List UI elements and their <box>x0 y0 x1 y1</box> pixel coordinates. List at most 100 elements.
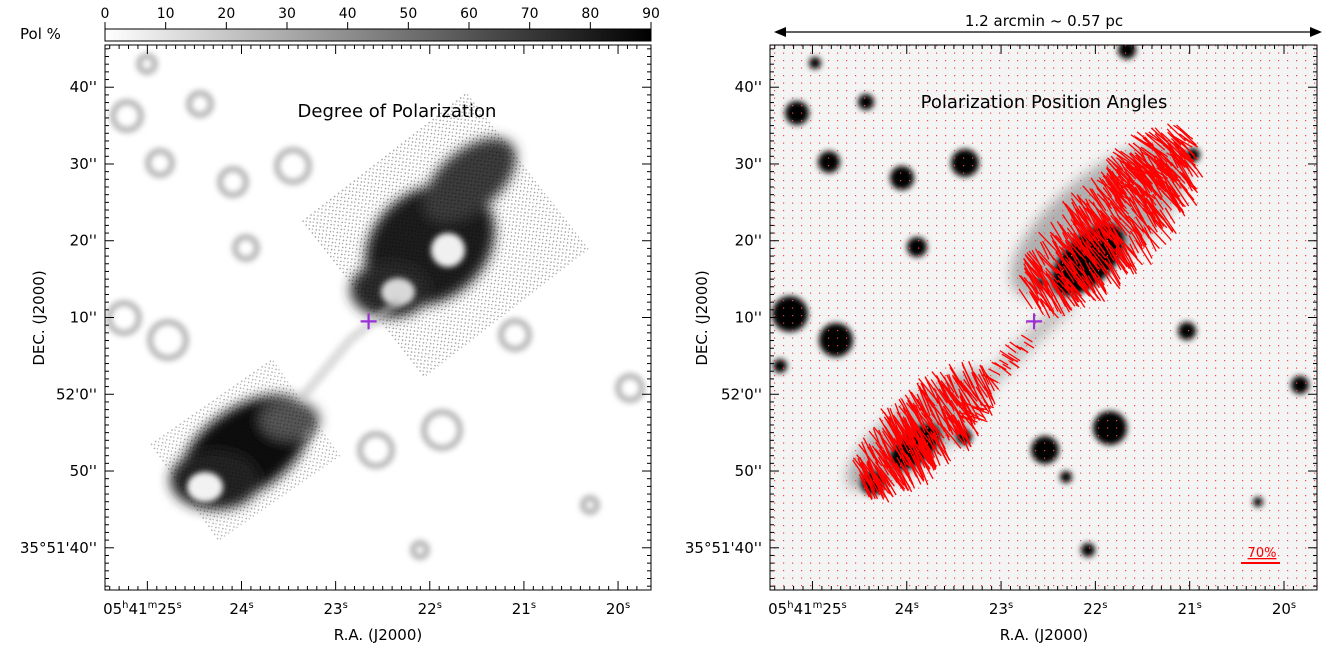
pol-vector <box>1105 159 1122 176</box>
pol-vector <box>981 373 992 381</box>
pol-vector <box>988 368 1001 376</box>
pol-vector <box>871 445 889 469</box>
pol-vector <box>1102 198 1120 226</box>
pol-vector <box>927 434 941 466</box>
pol-vector <box>1107 223 1120 247</box>
pol-vector <box>1018 288 1034 310</box>
pol-vector <box>953 417 972 448</box>
pol-vector <box>940 380 962 407</box>
left-x-axis-label: R.A. (J2000) <box>334 626 423 644</box>
pol-vector <box>1080 246 1099 270</box>
pol-vector <box>1109 188 1123 205</box>
colorbar-tick-label: 60 <box>460 6 478 22</box>
pol-vector <box>895 420 913 449</box>
pol-vector <box>1076 227 1093 247</box>
pol-vector <box>1112 162 1134 185</box>
pol-vector <box>868 430 884 450</box>
pol-vector <box>1064 203 1087 227</box>
x-tick-label: 23s <box>323 600 347 618</box>
pol-vector <box>928 432 943 450</box>
pol-vector <box>866 461 884 491</box>
pol-vector <box>1110 155 1124 171</box>
pol-vector <box>1070 192 1091 215</box>
pol-vector <box>1057 279 1079 303</box>
pol-vector <box>972 407 985 411</box>
pol-vector <box>1146 133 1166 151</box>
pol-vector <box>890 471 906 490</box>
pol-vector <box>901 457 916 489</box>
left-x-tick-labels: 05h41m25s 24s 23s 22s 21s 20s <box>103 600 630 618</box>
pol-vector <box>898 469 911 489</box>
pol-vector <box>1146 164 1163 182</box>
pol-vector <box>916 382 930 412</box>
polarization-vectors <box>852 123 1204 503</box>
colorbar-tick-label: 90 <box>642 6 660 22</box>
left-y-tick-labels: 40'' 30'' 20'' 10'' 52'0'' 50'' 35°51'40'' <box>20 78 97 557</box>
pol-vector <box>1183 159 1199 178</box>
left-panel-title: Degree of Polarization <box>298 101 497 122</box>
pol-vector <box>958 415 973 421</box>
pol-vector <box>1050 264 1067 281</box>
pol-vector <box>873 426 895 453</box>
pol-vector <box>1023 258 1038 283</box>
pol-vector <box>1165 157 1177 170</box>
pol-vector <box>1054 241 1065 261</box>
pol-vector <box>980 403 994 409</box>
pol-vector <box>963 384 978 402</box>
pol-vector <box>1061 247 1079 274</box>
pol-vector <box>1179 162 1197 191</box>
pol-vector <box>1119 160 1135 186</box>
panel-degree-of-polarization: 05h41m25s 24s 23s 22s 21s 20s 40'' 30'' 20'' 10'… <box>20 44 652 644</box>
pol-vector <box>1090 188 1107 212</box>
pol-vector <box>959 380 973 398</box>
pol-vector <box>1066 231 1081 251</box>
pol-vector <box>1027 273 1043 290</box>
right-axis-ticks <box>770 45 1317 590</box>
pol-vector <box>1091 247 1111 269</box>
pol-vector <box>1053 283 1072 311</box>
vector-key: 70% <box>1241 546 1280 564</box>
pol-vector <box>1085 225 1101 242</box>
pol-vector <box>896 411 917 438</box>
pol-vector <box>1050 221 1063 241</box>
x-tick-label: 20s <box>1272 600 1296 618</box>
colorbar-tick-label: 20 <box>217 6 235 22</box>
x-tick-label: 21s <box>512 600 536 618</box>
pol-vector <box>1120 252 1132 270</box>
pol-vector <box>1103 243 1115 262</box>
pol-vector <box>887 420 902 440</box>
pol-vector <box>895 438 908 458</box>
pol-vector <box>1183 137 1199 148</box>
pol-vector <box>1140 146 1162 162</box>
pol-vector <box>1126 162 1145 179</box>
pol-vector <box>1023 267 1038 291</box>
pol-vector <box>1151 178 1167 193</box>
pol-vector <box>1161 190 1181 211</box>
pol-vector <box>1070 198 1083 216</box>
pol-vector <box>1164 188 1178 208</box>
pol-vector <box>915 425 928 447</box>
pol-vector <box>1068 257 1088 279</box>
pol-vector <box>1106 173 1124 189</box>
pol-vector <box>922 433 942 457</box>
pol-vector <box>1062 265 1075 283</box>
pol-vector <box>912 455 925 478</box>
right-y-tick-labels: 40'' 30'' 20'' 10'' 52'0'' 50'' 35°51'40'' <box>685 78 762 557</box>
pol-vector <box>1105 174 1119 193</box>
pol-vector <box>1182 150 1195 163</box>
x-tick-label: 20s <box>606 600 630 618</box>
pol-vector <box>999 350 1012 359</box>
pol-vector <box>1040 298 1059 319</box>
pol-vector <box>1117 175 1135 189</box>
y-tick-label: 30'' <box>735 155 762 173</box>
pol-vector <box>877 456 890 476</box>
pol-vector <box>1066 264 1086 290</box>
pol-vector <box>961 364 976 389</box>
right-center-marker <box>1026 313 1043 330</box>
pol-vector <box>1098 176 1113 198</box>
pol-vector <box>1060 276 1074 293</box>
pol-vector <box>1159 160 1174 172</box>
pol-vector <box>882 459 905 486</box>
pol-vector <box>1021 334 1033 343</box>
